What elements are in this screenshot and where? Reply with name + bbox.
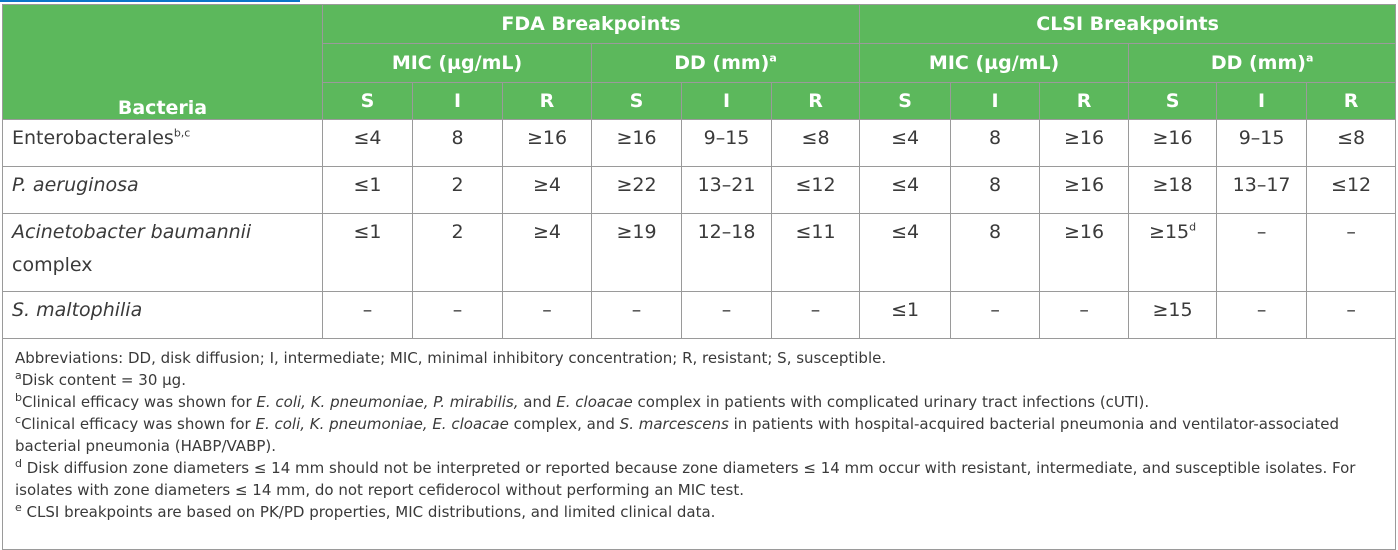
table-cell: ≤4 [859,119,952,167]
table-cell: 2 [412,166,503,214]
table-cell: – [1306,213,1397,292]
col-header-r: R [770,82,861,120]
col-header-i: I [950,82,1041,120]
fda-dd-header: DD (mm)a [590,43,861,83]
col-header-s: S [1128,82,1218,120]
footnote-d: d Disk diffusion zone diameters ≤ 14 mm … [15,457,1356,499]
footnote-e: e CLSI breakpoints are based on PK/PD pr… [15,501,716,521]
table-cell: – [1216,213,1308,292]
table-cell: – [322,291,413,339]
table-cell: ≥16 [1039,119,1130,167]
footnote-b: bClinical efficacy was shown for E. coli… [15,391,1150,411]
table-cell: 8 [950,213,1041,292]
table-cell: ≥15 [1128,291,1218,339]
table-cell: – [591,291,682,339]
table-cell: – [681,291,772,339]
table-cell: ≤8 [1306,119,1397,167]
table-cell: ≤1 [859,291,952,339]
table-cell: ≤1 [322,213,413,292]
table-cell: ≥16 [1039,166,1130,214]
table-row: Acinetobacter baumannii complex ≤1 2 ≥4 ≥… [2,213,1397,292]
col-header-i: I [412,82,503,120]
bacteria-name: Enterobacteralesb,c [2,119,323,167]
col-header-s: S [322,82,413,120]
table-cell: ≥16 [1128,119,1218,167]
table-cell: ≥18 [1128,166,1218,214]
footnote-a: aDisk content = 30 µg. [15,369,186,389]
header-row-categories: S I R S I R S I R S I R [3,82,1397,120]
table-cell: 12–18 [681,213,772,292]
table-cell: – [502,291,592,339]
fda-group-header: FDA Breakpoints [321,4,861,44]
table-cell: – [412,291,503,339]
table-cell: ≤4 [322,119,413,167]
table-cell: ≤1 [322,166,413,214]
table-cell: ≥22 [591,166,682,214]
table-cell: – [1039,291,1130,339]
table-cell: – [1216,291,1308,339]
table-cell: 8 [412,119,503,167]
top-accent-line [0,0,300,2]
table-row: S. maltophilia – – – – – – ≤1 – – ≥15 – … [2,291,1397,339]
table-cell: – [770,291,861,339]
clsi-dd-header: DD (mm)a [1128,43,1397,83]
table-cell: – [1306,291,1397,339]
table-cell: ≤11 [770,213,861,292]
footnotes: Abbreviations: DD, disk diffusion; I, in… [1,338,1397,550]
bacteria-name: Acinetobacter baumannii complex [2,213,323,292]
col-header-i: I [681,82,772,120]
footnotes-row: Abbreviations: DD, disk diffusion; I, in… [1,338,1397,550]
table-cell: 2 [412,213,503,292]
footnote-c: cClinical efficacy was shown for E. coli… [15,413,1340,455]
col-header-r: R [1306,82,1397,120]
col-header-r: R [502,82,592,120]
table-cell: ≤8 [770,119,861,167]
table-cell: 9–15 [1216,119,1308,167]
table-cell: 13–21 [681,166,772,214]
table-cell: ≥15d [1128,213,1218,292]
col-header-s: S [859,82,952,120]
table-cell: – [950,291,1041,339]
table-cell: 9–15 [681,119,772,167]
table-cell: ≤4 [859,166,952,214]
table-cell: ≥16 [591,119,682,167]
table-cell: 8 [950,119,1041,167]
table-cell: ≥4 [502,166,592,214]
table-row: Enterobacteralesb,c ≤4 8 ≥16 ≥16 9–15 ≤8… [2,119,1397,167]
footnote-abbreviations: Abbreviations: DD, disk diffusion; I, in… [15,349,887,367]
table-cell: ≥16 [502,119,592,167]
table-cell: 13–17 [1216,166,1308,214]
table-row: P. aeruginosa ≤1 2 ≥4 ≥22 13–21 ≤12 ≤4 8… [2,166,1397,214]
table-cell: ≤12 [1306,166,1397,214]
header-row-groups: Bacteria FDA Breakpoints CLSI Breakpoint… [2,4,1397,120]
col-header-s: S [591,82,682,120]
table-cell: ≥4 [502,213,592,292]
clsi-mic-header: MIC (µg/mL) [859,43,1130,83]
table-cell: ≥16 [1039,213,1130,292]
bacteria-header: Bacteria [2,4,323,120]
table-cell: ≤12 [770,166,861,214]
bacteria-name: P. aeruginosa [2,166,323,214]
col-header-r: R [1039,82,1130,120]
bacteria-name: S. maltophilia [2,291,323,339]
table-cell: 8 [950,166,1041,214]
fda-mic-header: MIC (µg/mL) [322,43,592,83]
clsi-group-header: CLSI Breakpoints [859,4,1397,44]
col-header-i: I [1216,82,1308,120]
breakpoints-table: Bacteria FDA Breakpoints CLSI Breakpoint… [1,4,1397,550]
table-cell: ≤4 [859,213,952,292]
table-cell: ≥19 [591,213,682,292]
header-row-methods: MIC (µg/mL) DD (mm)a MIC (µg/mL) DD (mm)… [3,43,1397,83]
